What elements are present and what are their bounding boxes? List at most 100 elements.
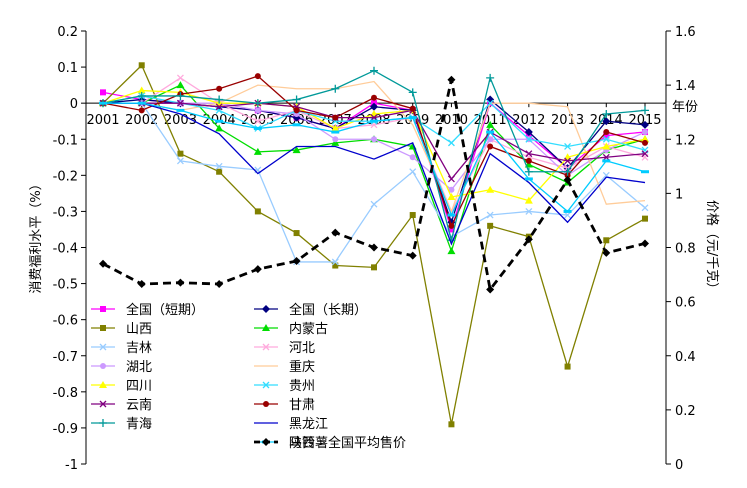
series-6-point [409, 154, 416, 161]
legend-item: 重庆 [254, 359, 315, 375]
legend-label: 河北 [289, 341, 315, 356]
legend-label: 全国（短期） [126, 302, 204, 318]
series-2-point [371, 264, 377, 271]
series-15-point [176, 278, 185, 287]
series-11-point [254, 73, 261, 80]
legend-swatch-marker [262, 343, 270, 351]
legend-item: 四川 [91, 379, 152, 394]
series-7 [103, 80, 646, 214]
series-15-point [563, 175, 572, 184]
legend-item: 贵州 [254, 379, 315, 394]
series-14-point [486, 130, 495, 134]
series-2-point [216, 168, 223, 175]
left-tick-label: 0.2 [57, 25, 78, 40]
series-10-point [447, 175, 455, 183]
series-12-point [137, 91, 146, 100]
series-2-point [487, 222, 494, 229]
series-15-point [486, 285, 495, 294]
legend-label: 黑龙江 [289, 417, 328, 432]
series-15 [99, 75, 649, 294]
legend-swatch-marker [263, 401, 269, 407]
series-2-point [642, 215, 648, 222]
series-15-point [524, 235, 533, 244]
series-10-point [370, 114, 378, 122]
series-12-point [641, 106, 649, 115]
series-7-line [103, 80, 646, 214]
series-11-point [448, 222, 455, 229]
series-8-point [447, 192, 456, 200]
series-4-point [564, 211, 572, 219]
left-tick-label: 0 [70, 97, 78, 112]
legend-swatch-marker [99, 381, 107, 388]
series-15-point [253, 265, 262, 274]
series-14-point [176, 108, 185, 112]
series-11-point [216, 85, 223, 92]
legend-swatch-marker [262, 381, 270, 389]
series-3-point [447, 247, 456, 255]
x-tick-label: 2001 [86, 113, 119, 128]
series-14-point [563, 209, 572, 213]
series-14-point [331, 130, 340, 134]
series-11 [100, 73, 648, 229]
series-6-point [642, 129, 648, 136]
series-0-point [100, 89, 106, 96]
series-14-point [524, 177, 533, 181]
legend-swatch-marker [262, 324, 270, 331]
right-tick-label: 1.2 [675, 133, 696, 148]
left-tick-label: -0.7 [53, 350, 78, 365]
series-3-point [486, 120, 495, 128]
legend-swatch-marker [100, 306, 106, 312]
series-9-point [602, 135, 610, 143]
series-4-point [486, 211, 494, 219]
series-4-point [331, 258, 339, 266]
series-8-point [331, 124, 340, 132]
series-14-point [408, 116, 417, 120]
left-tick-label: -0.4 [53, 242, 78, 257]
series-4-point [176, 157, 184, 165]
series-13 [103, 102, 646, 246]
series-15-point [602, 248, 611, 257]
legend-label: 云南 [126, 397, 152, 413]
series-14-point [370, 119, 378, 123]
series-11-point [487, 143, 494, 150]
legend-item: 湖北 [91, 360, 152, 375]
series-2 [100, 62, 648, 428]
legend-label: 陕西 [289, 436, 315, 451]
left-tick-label: -0.9 [53, 422, 78, 437]
series-0-point [448, 226, 455, 233]
legend-label: 全国（长期） [289, 302, 367, 318]
series-2-point [332, 262, 339, 269]
series-3-point [331, 138, 340, 146]
series-12-point [292, 95, 301, 104]
x-tick-label: 2013 [551, 113, 584, 128]
legend-label: 四川 [126, 379, 152, 394]
legend-item: 马铃薯全国平均售价 [254, 435, 406, 451]
right-tick-label: 0.2 [675, 404, 696, 419]
series-6-point [254, 107, 261, 114]
series-12-point [331, 84, 340, 93]
series-6-point [371, 136, 377, 143]
left-tick-label: -0.8 [53, 386, 78, 401]
right-tick-label: 1.4 [675, 79, 696, 94]
series-15-point [447, 75, 456, 84]
series-8-point [641, 135, 649, 143]
right-tick-label: 0.6 [675, 296, 696, 311]
legend-item: 吉林 [91, 341, 152, 356]
series-1-point [641, 120, 649, 129]
series-12-point [486, 73, 495, 82]
legend-swatch-marker [262, 438, 270, 446]
series-layer [99, 62, 649, 428]
legend-item: 青海 [91, 417, 152, 432]
series-10-point [602, 153, 610, 161]
series-10-point [525, 150, 533, 158]
series-2-point [603, 237, 610, 244]
series-0-point [603, 132, 610, 139]
series-15-point [137, 280, 146, 289]
legend-label: 山西 [126, 322, 152, 337]
legend-item: 全国（短期） [91, 302, 204, 318]
series-10-point [564, 157, 572, 165]
series-15-point [641, 239, 649, 248]
y-left-axis-label: 消费福利水平（%） [29, 177, 44, 293]
series-12-point [563, 167, 572, 176]
series-9-point [486, 99, 494, 107]
